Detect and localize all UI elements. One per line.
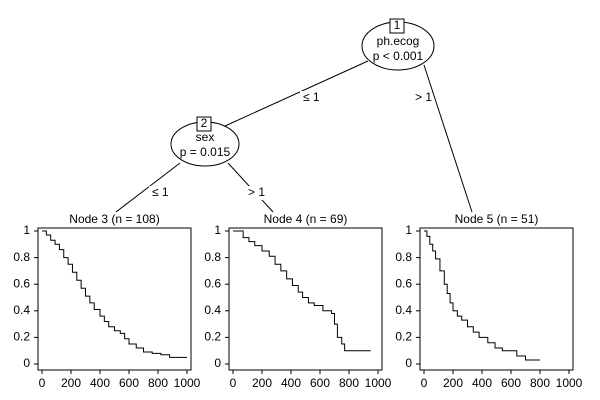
tree: ≤ 1 > 1 ≤ 1 > 1 1 ph.ecog p < 0.001 2 se…	[115, 18, 473, 213]
node-label: ph.ecog	[377, 34, 420, 48]
y-tick-label: 1	[214, 223, 221, 237]
edge-label-bg	[246, 186, 266, 200]
y-tick-label: 0.4	[13, 303, 30, 317]
x-tick-label: 0	[421, 376, 428, 390]
x-tick-label: 800	[530, 376, 550, 390]
panel-title: Node 3 (n = 108)	[69, 212, 159, 226]
x-tick-label: 0	[230, 376, 237, 390]
panel-title: Node 5 (n = 51)	[455, 212, 539, 226]
x-tick-label: 1000	[556, 376, 583, 390]
edge-label: > 1	[248, 185, 265, 199]
y-tick-label: 0.2	[395, 330, 412, 344]
node-label: sex	[196, 130, 215, 144]
y-tick-label: 0.6	[395, 276, 412, 290]
survival-curve	[424, 230, 540, 361]
x-tick-label: 200	[61, 376, 81, 390]
y-tick-label: 0.8	[204, 250, 221, 264]
y-tick-label: 0	[23, 356, 30, 370]
y-tick-label: 1	[405, 223, 412, 237]
edge	[115, 162, 181, 213]
edge	[423, 64, 473, 213]
x-tick-label: 0	[39, 376, 46, 390]
edge-label-bg	[149, 186, 167, 200]
x-tick-label: 1000	[365, 376, 392, 390]
panel-title: Node 4 (n = 69)	[264, 212, 348, 226]
y-tick-label: 0.2	[13, 330, 30, 344]
node-p: p = 0.015	[180, 145, 231, 159]
edge	[224, 60, 369, 127]
x-tick-label: 800	[339, 376, 359, 390]
edge-label-bg	[300, 91, 318, 105]
y-tick-label: 0.6	[204, 276, 221, 290]
y-tick-label: 0.2	[204, 330, 221, 344]
node-id-box	[389, 18, 405, 34]
y-tick-label: 0.4	[204, 303, 221, 317]
x-tick-label: 600	[119, 376, 139, 390]
y-tick-label: 0.8	[395, 250, 412, 264]
x-tick-label: 400	[90, 376, 110, 390]
node-id-box	[196, 116, 212, 132]
x-tick-label: 400	[472, 376, 492, 390]
node-p: p < 0.001	[373, 49, 424, 63]
y-tick-label: 0.4	[395, 303, 412, 317]
node-id: 2	[201, 116, 208, 130]
survival-curve	[233, 230, 371, 352]
y-tick-label: 0	[214, 356, 221, 370]
edge-label: > 1	[415, 90, 432, 104]
survival-curve	[42, 230, 187, 358]
y-tick-label: 1	[23, 223, 30, 237]
plot-frame	[228, 227, 383, 371]
x-tick-label: 600	[310, 376, 330, 390]
y-tick-label: 0.6	[13, 276, 30, 290]
edge-label: ≤ 1	[303, 90, 320, 104]
x-tick-label: 1000	[174, 376, 201, 390]
y-tick-label: 0	[405, 356, 412, 370]
node-id: 1	[394, 18, 401, 32]
plot-frame	[419, 227, 574, 371]
x-tick-label: 200	[443, 376, 463, 390]
edge-label: ≤ 1	[152, 185, 169, 199]
edge-label-bg	[412, 91, 432, 105]
y-tick-label: 0.8	[13, 250, 30, 264]
x-tick-label: 200	[252, 376, 272, 390]
plot-frame	[37, 227, 192, 371]
x-tick-label: 800	[148, 376, 168, 390]
x-tick-label: 600	[501, 376, 521, 390]
x-tick-label: 400	[281, 376, 301, 390]
